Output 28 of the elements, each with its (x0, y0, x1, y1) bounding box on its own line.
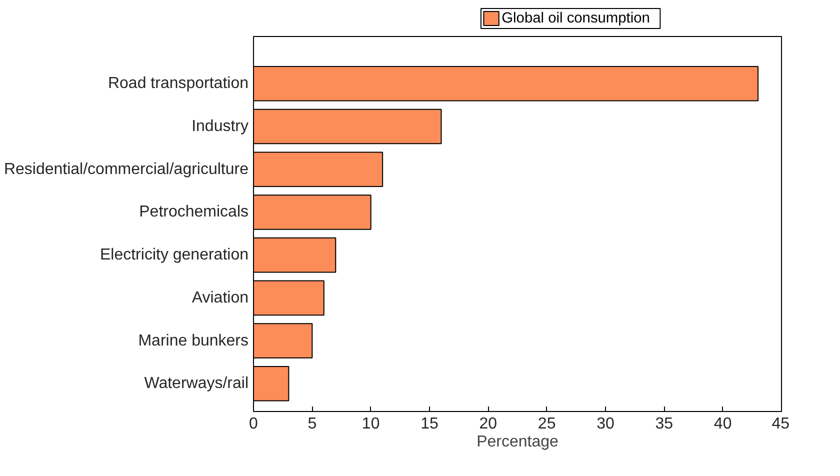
bar (254, 280, 324, 316)
y-tick-label: Aviation (192, 289, 249, 306)
x-tick-label: 25 (538, 416, 556, 432)
bar (254, 152, 384, 187)
bar (254, 237, 336, 273)
y-tick-label: Road transportation (108, 75, 248, 92)
y-tick-label: Electricity generation (100, 246, 248, 264)
y-tick-label: Waterways/rail (144, 375, 248, 392)
x-tick-label: 15 (420, 416, 438, 432)
x-tick-label: 0 (249, 416, 258, 432)
x-axis-title: Percentage (476, 434, 559, 450)
x-tick-label: 20 (479, 416, 498, 432)
legend-label: Global oil consumption (502, 10, 650, 26)
x-tick-label: 10 (362, 416, 380, 432)
x-tick-label: 35 (655, 416, 674, 432)
x-tick-label: 45 (772, 416, 790, 432)
bar (254, 194, 372, 230)
bar (254, 66, 759, 102)
x-tick-label: 40 (714, 416, 732, 432)
y-tick-label: Marine bunkers (138, 332, 249, 350)
y-tick-label: Petrochemicals (139, 204, 248, 221)
y-tick-label: Industry (192, 118, 249, 135)
x-tick-label: 30 (596, 416, 614, 432)
bar (254, 108, 442, 144)
x-tick-label: 5 (308, 416, 317, 432)
bar (254, 366, 290, 402)
y-tick-label: Residential/commercial/agriculture (4, 160, 249, 178)
bar (254, 323, 313, 358)
